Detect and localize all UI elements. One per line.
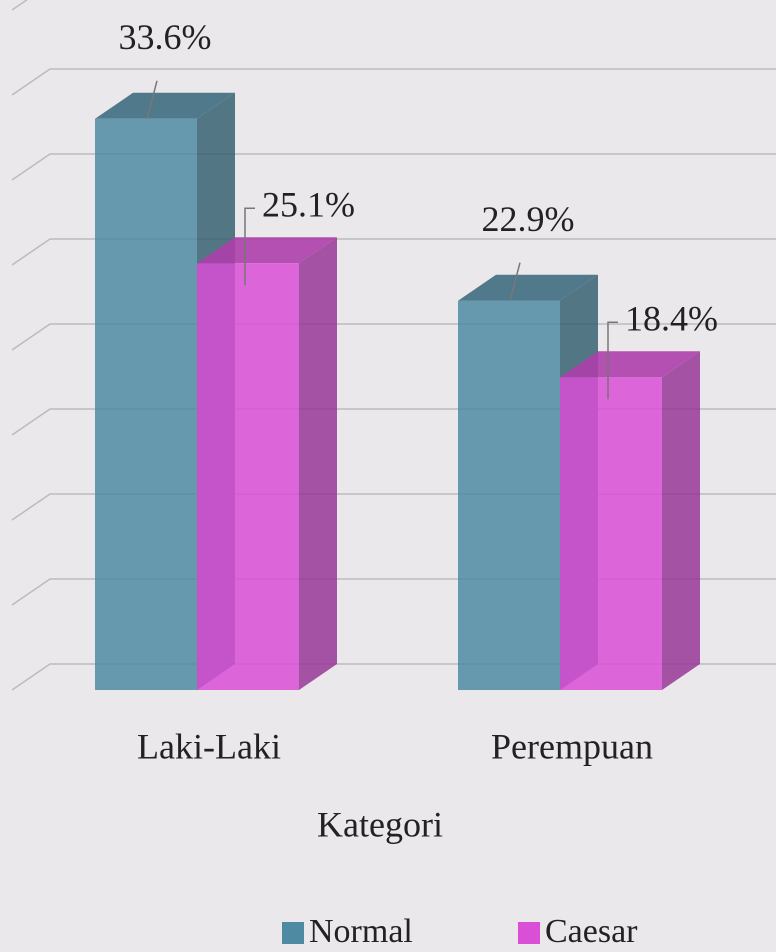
leader-line: [509, 262, 521, 301]
leader-line: [146, 80, 158, 119]
leader-line: [244, 207, 255, 286]
data-label: 22.9%: [482, 199, 575, 239]
bar-top: [458, 274, 598, 301]
grid-line: [11, 153, 776, 181]
data-label: 25.1%: [262, 185, 355, 225]
x-axis-title: Kategori: [317, 804, 443, 844]
bar-side: [299, 237, 337, 691]
grid-line: [11, 0, 28, 11]
bar: [197, 263, 299, 690]
x-tick-label: Laki-Laki: [137, 726, 281, 766]
data-label: 18.4%: [625, 298, 718, 338]
x-tick-label: Perempuan: [491, 726, 653, 766]
legend-label: Caesar: [545, 913, 638, 950]
bar-top: [560, 351, 700, 378]
bar-top: [197, 237, 337, 264]
bar-top: [95, 92, 235, 119]
data-label: 33.6%: [119, 17, 212, 57]
bar: [560, 377, 662, 690]
grid-line: [11, 238, 776, 266]
leader-line: [607, 321, 618, 400]
bar-side: [662, 351, 700, 690]
grid-line: [11, 68, 776, 96]
legend-swatch: [282, 922, 304, 944]
bar: [458, 300, 560, 690]
legend-swatch: [518, 922, 540, 944]
legend-label: Normal: [309, 913, 413, 950]
bar: [95, 118, 197, 691]
